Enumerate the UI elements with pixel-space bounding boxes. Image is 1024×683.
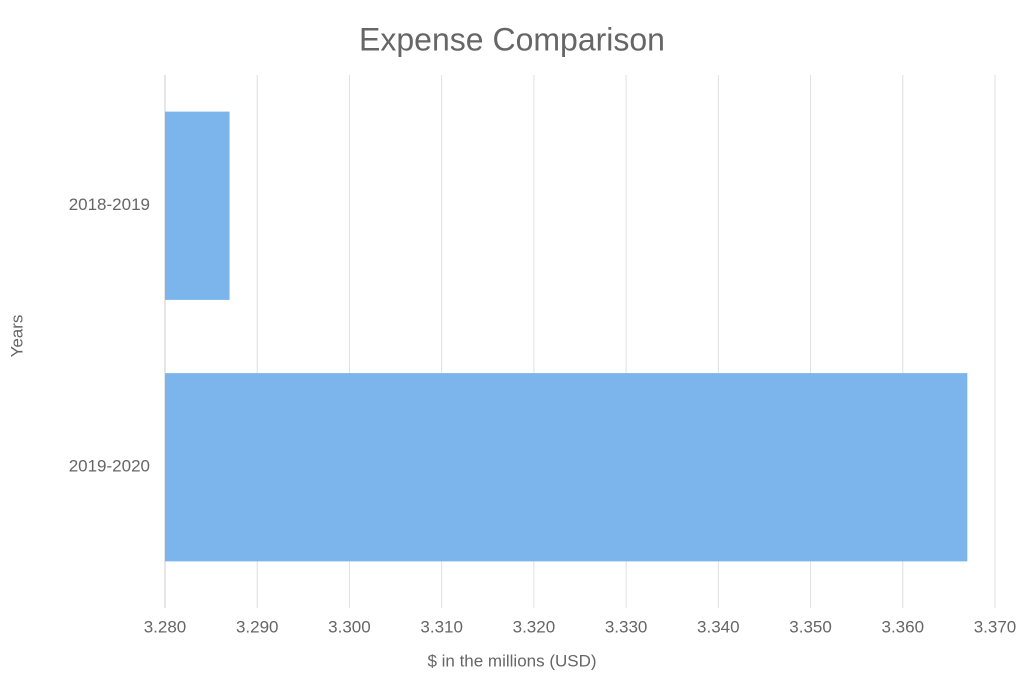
- x-tick-label: 3.350: [789, 617, 832, 636]
- x-axis-title: $ in the millions (USD): [427, 651, 596, 670]
- x-tick-label: 3.300: [328, 617, 371, 636]
- y-axis-title: Years: [7, 315, 26, 358]
- x-tick-label: 3.320: [513, 617, 556, 636]
- x-tick-label: 3.370: [974, 617, 1017, 636]
- x-tick-label: 3.310: [420, 617, 463, 636]
- x-tick-label: 3.290: [236, 617, 279, 636]
- x-tick-label: 3.330: [605, 617, 648, 636]
- y-tick-label: 2019-2020: [69, 457, 150, 476]
- x-tick-label: 3.280: [144, 617, 187, 636]
- bar: [165, 373, 968, 562]
- x-tick-label: 3.360: [882, 617, 925, 636]
- x-tick-label: 3.340: [697, 617, 740, 636]
- y-tick-label: 2018-2019: [69, 195, 150, 214]
- chart-title: Expense Comparison: [359, 21, 665, 57]
- bar: [165, 111, 230, 300]
